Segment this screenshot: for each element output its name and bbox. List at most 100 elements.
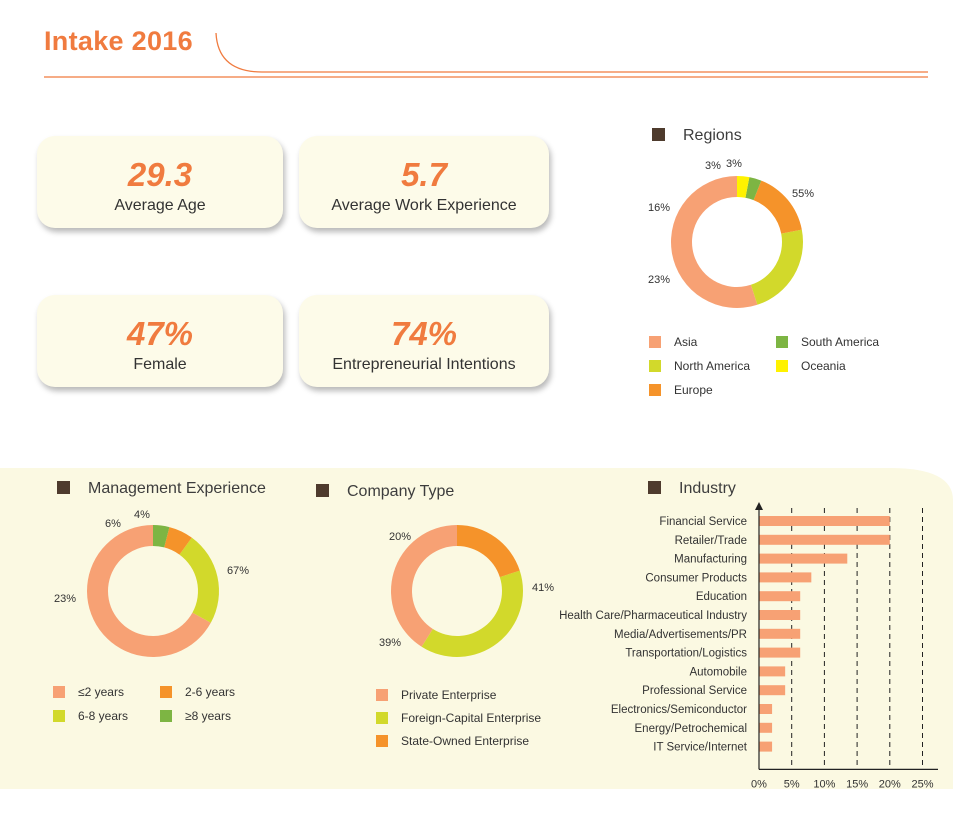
x-tick-label: 0%	[751, 778, 767, 790]
bar-automobile	[759, 666, 786, 677]
regions-donut-chart: 55% 23% 16% 3% 3%	[648, 158, 814, 308]
donut-segment-asia	[671, 176, 758, 308]
donut-segment-2-6-years	[164, 527, 192, 555]
legend-swatch	[649, 336, 661, 348]
regions-title: Regions	[683, 127, 742, 144]
donut-data-label: 6%	[105, 518, 121, 530]
female-label: Female	[133, 356, 187, 373]
donut-segment-private-enterprise	[390, 525, 457, 647]
category-label: Energy/Petrochemical	[635, 723, 748, 735]
donut-data-label: 3%	[726, 158, 742, 170]
legend-swatch	[376, 689, 388, 701]
entrepreneurial-label: Entrepreneurial Intentions	[332, 356, 516, 373]
bullet-square-icon	[316, 484, 329, 497]
donut-segment--2-years	[87, 525, 211, 657]
legend-swatch	[376, 712, 388, 724]
axis-arrow-icon	[755, 502, 763, 510]
x-tick-label: 10%	[813, 778, 835, 790]
regions-legend-oceania: Oceania	[776, 359, 846, 373]
donut-segment-state-owned-enterprise	[457, 525, 520, 578]
bar-it-service-internet	[759, 741, 773, 752]
industry-bar-chart: Financial Service Retailer/Trade Manufactu…	[559, 502, 938, 790]
legend-swatch	[649, 384, 661, 396]
bar-media-advertisements-pr	[759, 628, 801, 639]
entrepreneurial-value: 74%	[390, 315, 458, 352]
regions-legend-south-america: South America	[776, 335, 879, 349]
category-label: Media/Advertisements/PR	[614, 629, 747, 641]
bullet-square-icon	[652, 128, 665, 141]
mgmt-legend-6-8: 6-8 years	[53, 709, 128, 723]
bar-health-care-pharmaceutical-industry	[759, 610, 801, 620]
industry-title: Industry	[679, 480, 736, 497]
regions-heading: Regions	[652, 127, 742, 145]
mgmt-legend-ge8: ≥8 years	[160, 709, 231, 723]
legend-swatch	[649, 360, 661, 372]
regions-legend-north-america: North America	[649, 359, 750, 373]
category-label: Consumer Products	[645, 572, 747, 584]
bar-professional-service	[759, 685, 786, 696]
bar-electronics-semiconductor	[759, 704, 773, 714]
category-label: Education	[696, 591, 747, 603]
x-tick-label: 5%	[784, 778, 800, 790]
management-title: Management Experience	[88, 480, 266, 497]
legend-swatch	[160, 710, 172, 722]
category-label: IT Service/Internet	[653, 742, 748, 754]
donut-data-label: 3%	[705, 160, 721, 172]
work-experience-label: Average Work Experience	[331, 197, 517, 214]
donut-segment-south-america	[745, 177, 762, 201]
donut-segment-6-8-years	[179, 537, 219, 623]
entrepreneurial-card: 74% Entrepreneurial Intentions	[299, 295, 549, 387]
average-age-label: Average Age	[114, 197, 206, 214]
donut-segment--8-years	[153, 525, 170, 548]
bar-retailer-trade	[759, 534, 890, 545]
donut-data-label: 39%	[379, 637, 401, 649]
category-label: Health Care/Pharmaceutical Industry	[559, 610, 747, 622]
category-label: Professional Service	[642, 685, 747, 697]
management-heading: Management Experience	[57, 480, 266, 498]
category-label: Manufacturing	[674, 554, 747, 566]
mgmt-legend-le2: ≤2 years	[53, 685, 124, 699]
bar-education	[759, 591, 801, 602]
category-label: Transportation/Logistics	[625, 648, 747, 660]
category-label: Electronics/Semiconductor	[611, 704, 747, 716]
x-tick-label: 15%	[846, 778, 868, 790]
bullet-square-icon	[648, 481, 661, 494]
management-donut-chart: 67% 23% 6% 4%	[54, 509, 249, 657]
industry-heading: Industry	[648, 480, 736, 498]
work-experience-value: 5.7	[401, 156, 447, 193]
x-tick-label: 20%	[879, 778, 901, 790]
bar-manufacturing	[759, 553, 848, 564]
donut-data-label: 16%	[648, 202, 670, 214]
company-type-donut-chart: 41% 39% 20%	[379, 525, 554, 657]
donut-data-label: 55%	[792, 188, 814, 200]
female-card: 47% Female	[37, 295, 283, 387]
donut-data-label: 67%	[227, 565, 249, 577]
legend-swatch	[160, 686, 172, 698]
company-type-title: Company Type	[347, 483, 455, 500]
page-title: Intake 2016	[44, 26, 193, 56]
donut-data-label: 23%	[648, 274, 670, 286]
donut-data-label: 41%	[532, 582, 554, 594]
legend-swatch	[53, 686, 65, 698]
work-experience-card: 5.7 Average Work Experience	[299, 136, 549, 228]
donut-data-label: 23%	[54, 593, 76, 605]
donut-segment-oceania	[737, 176, 750, 198]
bullet-square-icon	[57, 481, 70, 494]
mgmt-legend-2-6: 2-6 years	[160, 685, 235, 699]
company-legend-foreign: Foreign-Capital Enterprise	[376, 711, 541, 725]
donut-data-label: 4%	[134, 509, 150, 521]
average-age-value: 29.3	[127, 156, 193, 193]
company-type-heading: Company Type	[316, 483, 454, 501]
company-legend-private: Private Enterprise	[376, 688, 496, 702]
regions-legend-asia: Asia	[649, 335, 697, 349]
legend-swatch	[53, 710, 65, 722]
donut-segment-foreign-capital-enterprise	[421, 570, 523, 657]
regions-legend-europe: Europe	[649, 383, 713, 397]
x-tick-label: 25%	[911, 778, 933, 790]
female-value: 47%	[126, 315, 194, 352]
bar-consumer-products	[759, 572, 812, 583]
donut-data-label: 20%	[389, 531, 411, 543]
bar-energy-petrochemical	[759, 722, 773, 733]
donut-segment-europe	[753, 180, 802, 234]
